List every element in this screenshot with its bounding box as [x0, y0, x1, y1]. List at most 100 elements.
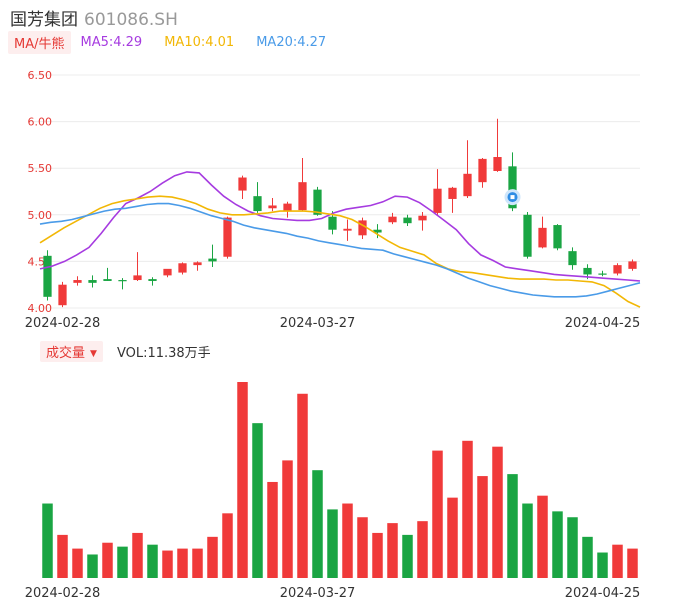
- candle: [223, 216, 232, 259]
- volume-bar: [177, 548, 188, 578]
- candle: [358, 217, 367, 240]
- ma20-label: MA20:4.27: [256, 34, 327, 50]
- candle-body: [253, 196, 262, 212]
- candle: [268, 198, 277, 212]
- volume-bar: [507, 474, 518, 578]
- volume-bar: [537, 495, 548, 578]
- volume-bar: [582, 536, 593, 578]
- candle: [118, 278, 127, 290]
- volume-bar: [462, 440, 473, 578]
- candle-body: [538, 227, 547, 248]
- volume-bar: [282, 460, 293, 578]
- x-tick-label: 2024-03-27: [280, 316, 356, 331]
- candle: [283, 201, 292, 218]
- ma20-line: [39, 202, 641, 298]
- volume-bar: [402, 534, 413, 578]
- ma5-label: MA5:4.29: [80, 34, 143, 50]
- volume-bar: [417, 521, 428, 578]
- candle-body: [298, 182, 307, 211]
- volume-bar: [372, 532, 383, 578]
- ma5-line: [39, 171, 641, 282]
- volume-bar: [357, 517, 368, 578]
- x-tick-label: 2024-04-25: [565, 316, 641, 331]
- candle: [238, 175, 247, 199]
- x-tick-label: 2024-03-27: [280, 586, 356, 601]
- candle: [58, 281, 67, 308]
- candle: [628, 259, 637, 271]
- volume-date-axis: 2024-02-28 2024-03-27 2024-04-25: [25, 586, 641, 601]
- volume-bar: [222, 513, 233, 578]
- volume-bar: [432, 450, 443, 578]
- candle: [568, 247, 577, 270]
- candle-body: [178, 263, 187, 273]
- candle-body: [358, 220, 367, 236]
- volume-bar: [162, 550, 173, 578]
- candle: [598, 270, 607, 277]
- x-tick-label: 2024-04-25: [565, 586, 641, 601]
- stock-name: 国芳集团: [10, 10, 78, 30]
- candle-body: [403, 217, 412, 224]
- candle: [103, 267, 112, 281]
- volume-bar: [207, 536, 218, 578]
- candle: [43, 250, 52, 301]
- volume-bar: [447, 497, 458, 578]
- candle: [403, 214, 412, 226]
- location-pin-icon[interactable]: [504, 189, 521, 206]
- volume-bar: [567, 517, 578, 578]
- candle-body: [103, 279, 112, 281]
- candle-body: [463, 173, 472, 197]
- y-tick-label: 5.00: [28, 209, 53, 222]
- volume-bar: [267, 481, 278, 578]
- candle-body: [523, 214, 532, 257]
- candle: [448, 186, 457, 213]
- volume-bar: [312, 470, 323, 578]
- volume-bar: [327, 509, 338, 578]
- candle-body: [88, 280, 97, 283]
- chevron-down-icon: ▼: [90, 348, 97, 359]
- ma-toggle-button[interactable]: MA/牛熊: [8, 30, 71, 54]
- volume-bar: [387, 523, 398, 578]
- candle: [478, 157, 487, 188]
- y-tick-label: 6.00: [28, 116, 53, 129]
- volume-indicator-label: 成交量: [46, 345, 86, 361]
- candle: [133, 252, 142, 281]
- candle: [493, 118, 502, 172]
- candle-body: [43, 255, 52, 297]
- candle: [418, 212, 427, 231]
- volume-bar: [102, 542, 113, 578]
- volume-bar: [237, 382, 248, 578]
- volume-bar: [597, 552, 608, 578]
- candle: [538, 216, 547, 249]
- volume-bar: [477, 476, 488, 578]
- candle: [433, 169, 442, 215]
- candle-body: [208, 258, 217, 262]
- candle: [253, 182, 262, 213]
- candle: [178, 262, 187, 275]
- candle-body: [193, 262, 202, 266]
- candle-body: [553, 225, 562, 249]
- volume-bar: [627, 548, 638, 578]
- volume-indicator-dropdown[interactable]: 成交量 ▼: [40, 340, 103, 362]
- volume-bar: [522, 503, 533, 578]
- ma10-label: MA10:4.01: [164, 34, 235, 50]
- volume-bar: [72, 548, 83, 578]
- candle-body: [283, 203, 292, 212]
- volume-bar: [297, 393, 308, 578]
- candle: [613, 263, 622, 276]
- y-tick-label: 6.50: [28, 69, 53, 82]
- volume-bar: [42, 503, 53, 578]
- x-tick-label: 2024-02-28: [25, 586, 101, 601]
- price-date-axis: 2024-02-28 2024-03-27 2024-04-25: [25, 316, 641, 331]
- volume-bar: [492, 446, 503, 578]
- candle: [313, 186, 322, 216]
- volume-bar: [252, 423, 263, 578]
- candle-body: [388, 216, 397, 223]
- candle-body: [223, 217, 232, 257]
- candle: [208, 244, 217, 267]
- candle-body: [493, 157, 502, 171]
- candle-body: [418, 215, 427, 221]
- volume-bar: [132, 532, 143, 578]
- stock-code: 601086.SH: [84, 10, 178, 30]
- volume-bar: [57, 534, 68, 578]
